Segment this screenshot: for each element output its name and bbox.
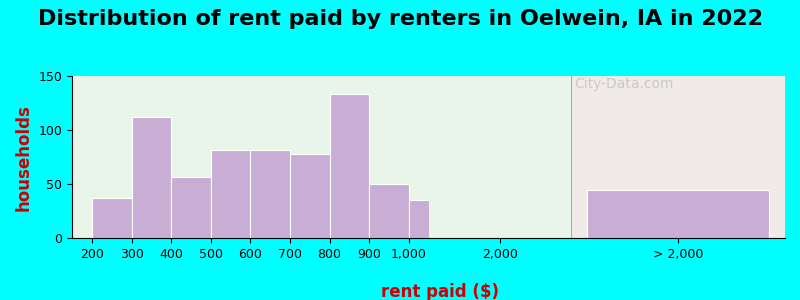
Bar xyxy=(131,117,171,238)
Bar xyxy=(210,150,250,238)
Bar xyxy=(409,200,448,238)
Bar xyxy=(250,150,290,238)
Bar xyxy=(330,94,369,238)
Text: City-Data.com: City-Data.com xyxy=(574,77,674,91)
Y-axis label: households: households xyxy=(15,104,33,211)
Bar xyxy=(587,190,769,238)
Bar xyxy=(290,154,330,238)
Text: rent paid ($): rent paid ($) xyxy=(381,283,499,300)
Text: Distribution of rent paid by renters in Oelwein, IA in 2022: Distribution of rent paid by renters in … xyxy=(38,9,762,29)
Bar xyxy=(369,184,409,238)
Bar xyxy=(171,177,210,238)
Bar xyxy=(92,198,131,238)
